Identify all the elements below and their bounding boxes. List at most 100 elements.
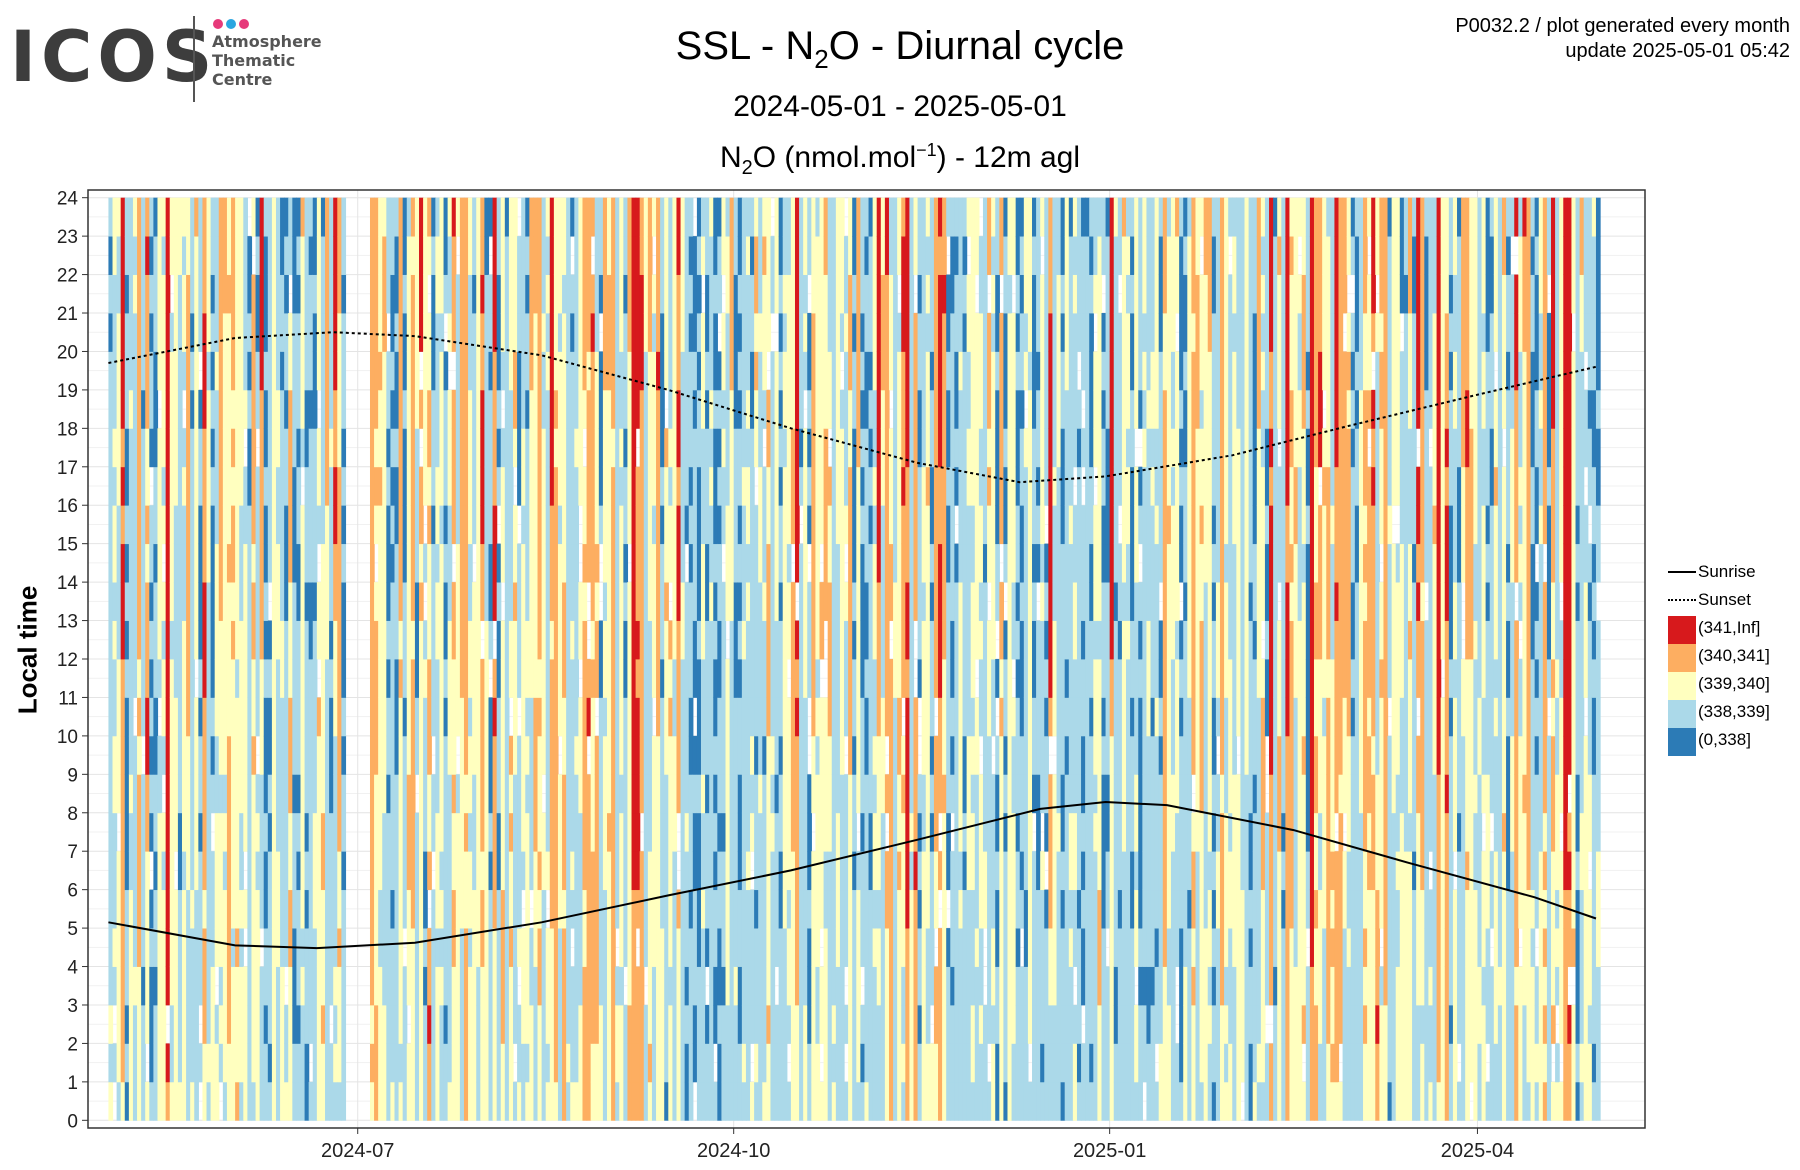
- heatmap-cell: [627, 1004, 633, 1044]
- heatmap-cell: [239, 812, 244, 852]
- heatmap-cell: [668, 928, 673, 967]
- heatmap-cell: [688, 1081, 694, 1121]
- heatmap-cell: [950, 389, 955, 429]
- heatmap-cell: [611, 466, 616, 506]
- heatmap-cell: [844, 697, 849, 737]
- heatmap-cell: [664, 889, 669, 929]
- heatmap-cell: [329, 735, 334, 775]
- heatmap-cell: [492, 851, 498, 891]
- heatmap-cell: [165, 659, 171, 698]
- heatmap-cell: [443, 582, 449, 621]
- heatmap-cell: [999, 697, 1004, 737]
- heatmap-cell: [860, 543, 866, 583]
- heatmap-cell: [594, 543, 600, 583]
- heatmap-cell: [590, 351, 596, 391]
- heatmap-cell: [672, 928, 678, 967]
- heatmap-cell: [962, 774, 968, 814]
- heatmap-cell: [190, 889, 195, 929]
- heatmap-cell: [112, 966, 118, 1006]
- heatmap-cell: [933, 466, 939, 506]
- heatmap-cell: [280, 274, 285, 314]
- heatmap-cell: [782, 197, 788, 237]
- heatmap-cell: [672, 812, 678, 852]
- heatmap-cell: [852, 1043, 857, 1083]
- heatmap-cell: [582, 659, 588, 698]
- heatmap-cell: [431, 966, 436, 1006]
- heatmap-cell: [165, 505, 171, 545]
- heatmap-cell: [647, 697, 653, 737]
- heatmap-cell: [607, 889, 612, 929]
- heatmap-cell: [435, 197, 441, 237]
- heatmap-cell: [337, 582, 342, 621]
- heatmap-cell: [132, 197, 138, 237]
- heatmap-cell: [831, 197, 837, 237]
- heatmap-cell: [946, 274, 951, 314]
- heatmap-cell: [827, 889, 833, 929]
- heatmap-cell: [901, 543, 906, 583]
- heatmap-cell: [468, 313, 473, 352]
- heatmap-cell: [987, 851, 992, 891]
- heatmap-cell: [325, 966, 330, 1006]
- heatmap-cell: [194, 851, 199, 891]
- heatmap-cell: [844, 313, 849, 352]
- heatmap-cell: [517, 428, 522, 468]
- heatmap-cell: [815, 1004, 821, 1044]
- heatmap-cell: [173, 1043, 179, 1083]
- heatmap-cell: [300, 313, 306, 352]
- heatmap-cell: [231, 966, 236, 1006]
- heatmap-cell: [913, 812, 919, 852]
- heatmap-cell: [615, 313, 620, 352]
- heatmap-cell: [443, 1081, 449, 1121]
- heatmap-cell: [868, 889, 874, 929]
- heatmap-cell: [398, 966, 404, 1006]
- heatmap-cell: [198, 274, 204, 314]
- heatmap-cell: [856, 236, 861, 275]
- heatmap-cell: [312, 1043, 318, 1083]
- heatmap-cell: [696, 697, 702, 737]
- heatmap-cell: [619, 1081, 624, 1121]
- heatmap-cell: [476, 774, 481, 814]
- heatmap-cell: [296, 236, 302, 275]
- heatmap-cell: [275, 197, 281, 237]
- heatmap-cell: [700, 543, 706, 583]
- heatmap-cell: [267, 774, 273, 814]
- heatmap-cell: [214, 197, 220, 237]
- heatmap-cell: [651, 1081, 657, 1121]
- heatmap-cell: [852, 735, 857, 775]
- heatmap-cell: [872, 274, 878, 314]
- heatmap-cell: [700, 812, 706, 852]
- heatmap-cell: [492, 659, 498, 698]
- heatmap-cell: [427, 197, 432, 237]
- heatmap-cell: [917, 851, 923, 891]
- heatmap-cell: [545, 351, 551, 391]
- heatmap-cell: [586, 274, 592, 314]
- heatmap-cell: [811, 1081, 817, 1121]
- heatmap-cell: [607, 1004, 612, 1044]
- heatmap-cell: [386, 928, 392, 967]
- heatmap-cell: [864, 274, 870, 314]
- heatmap-cell: [974, 812, 980, 852]
- heatmap-cell: [938, 1004, 943, 1044]
- heatmap-cell: [705, 582, 710, 621]
- heatmap-cell: [472, 505, 477, 545]
- heatmap-cell: [978, 428, 984, 468]
- heatmap-cell: [615, 851, 620, 891]
- heatmap-cell: [696, 620, 702, 660]
- heatmap-cell: [316, 582, 322, 621]
- heatmap-cell: [337, 889, 342, 929]
- heatmap-cell: [275, 659, 281, 698]
- heatmap-cell: [275, 889, 281, 929]
- heatmap-cell: [917, 1043, 923, 1083]
- heatmap-cell: [582, 389, 588, 429]
- heatmap-cell: [190, 697, 195, 737]
- heatmap-cell: [284, 389, 289, 429]
- heatmap-cell: [582, 274, 588, 314]
- heatmap-cell: [374, 966, 379, 1006]
- heatmap-cell: [226, 197, 232, 237]
- heatmap-cell: [803, 236, 808, 275]
- heatmap-cell: [553, 197, 559, 237]
- heatmap-cell: [173, 274, 179, 314]
- heatmap-cell: [545, 774, 551, 814]
- heatmap-cell: [713, 659, 718, 698]
- heatmap-cell: [754, 928, 759, 967]
